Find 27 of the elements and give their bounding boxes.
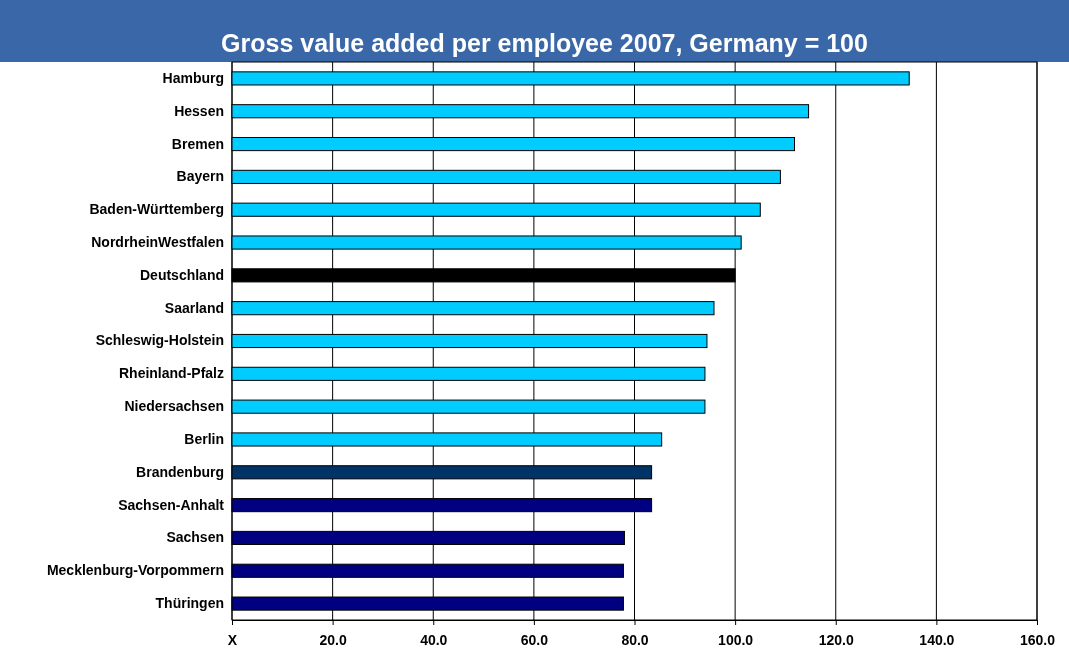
x-tick-label: 40.0 <box>420 631 448 648</box>
x-tick-label: 80.0 <box>621 631 649 648</box>
y-tick-label: Hessen <box>174 102 224 119</box>
y-tick-label: Saarland <box>164 299 224 316</box>
x-tick-label: 20.0 <box>319 631 347 648</box>
y-tick-label: NordrheinWestfalen <box>91 234 224 251</box>
x-tick-label: 60.0 <box>520 631 549 648</box>
y-tick-label: Schleswig-Holstein <box>95 332 224 349</box>
x-tick-label: 120.0 <box>818 631 854 648</box>
y-tick-label: Baden-Württemberg <box>89 201 224 218</box>
chart-title: Gross value added per employee 2007, Germany = 100 <box>221 29 868 57</box>
y-tick-label: Sachsen <box>166 529 224 546</box>
y-tick-label: Bayern <box>176 168 224 185</box>
y-tick-label: Hamburg <box>162 69 224 86</box>
y-tick-label: Mecklenburg-Vorpommern <box>46 562 224 579</box>
y-tick-label: Berlin <box>184 430 224 447</box>
y-tick-label: Rheinland-Pfalz <box>118 365 224 382</box>
x-tick-label: 160.0 <box>1019 631 1056 648</box>
y-tick-label: Brandenburg <box>136 463 224 480</box>
y-tick-label: Bremen <box>171 135 224 152</box>
y-tick-label: Thüringen <box>155 595 224 612</box>
y-tick-label: Niedersachsen <box>124 398 224 415</box>
x-tick-label: X <box>227 631 238 648</box>
y-tick-label: Sachsen-Anhalt <box>118 496 225 513</box>
x-tick-label: 140.0 <box>919 631 955 648</box>
x-tick-label: 100.0 <box>718 631 754 648</box>
y-tick-label: Deutschland <box>139 266 224 283</box>
